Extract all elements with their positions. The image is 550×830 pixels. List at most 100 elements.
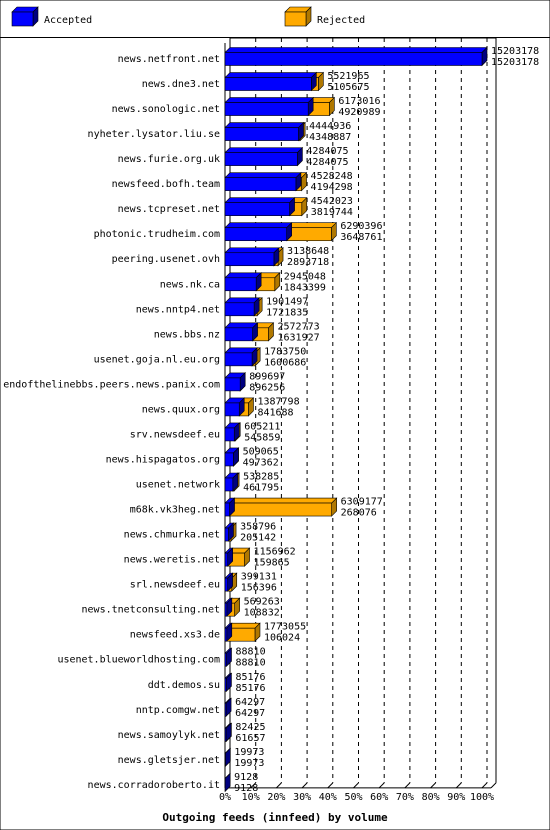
- row-label: news.hispagatos.org: [106, 454, 220, 465]
- bar-row: [224, 272, 281, 292]
- value-accepted: 108832: [244, 608, 280, 619]
- bar-row: [224, 472, 240, 492]
- value-accepted: 88810: [236, 658, 266, 669]
- bar-accepted-top: [224, 197, 296, 203]
- x-axis-title: Outgoing feeds (innfeed) by volume: [162, 811, 388, 824]
- value-accepted: 64297: [235, 708, 265, 719]
- bar-rejected-face: [229, 502, 332, 517]
- legend-label-accepted: Accepted: [44, 15, 92, 26]
- row-label: news.bbs.nz: [154, 329, 220, 340]
- value-total: 4444936: [309, 121, 351, 132]
- bar-rejected-face: [286, 227, 332, 242]
- value-total: 6173016: [338, 96, 380, 107]
- bar-accepted-face: [224, 477, 234, 492]
- row-labels: news.netfront.net news.dne3.net news.sonol…: [3, 54, 220, 791]
- tick-depth-30: [301, 782, 308, 789]
- bar-accepted-top: [224, 297, 260, 304]
- value-accepted: 1600686: [264, 357, 306, 368]
- x-tick-label-100: 100%: [470, 792, 494, 803]
- value-accepted: 1631927: [277, 332, 319, 343]
- value-total: 88810: [236, 647, 266, 658]
- bar-accepted-top: [224, 47, 488, 53]
- bar-row: [224, 747, 232, 768]
- tick-depth-50: [353, 782, 359, 789]
- value-accepted: 545859: [244, 432, 280, 443]
- bar-row: [224, 347, 261, 367]
- bar-accepted-face: [224, 127, 299, 141]
- bar-accepted-face: [224, 627, 228, 642]
- value-total: 358796: [240, 522, 276, 533]
- legend-label-rejected: Rejected: [317, 15, 365, 26]
- bar-accepted-top: [224, 247, 280, 254]
- bar-accepted-top: [224, 322, 259, 329]
- bar-accepted-top: [224, 72, 318, 78]
- bar-row: [224, 522, 237, 542]
- bar-accepted-top: [224, 122, 305, 128]
- row-label: usenet.blueworldhosting.com: [57, 655, 220, 666]
- tick-depth-80: [430, 782, 436, 789]
- x-tick-label-80: 80%: [422, 792, 440, 803]
- value-accepted: 205142: [240, 533, 276, 544]
- row-label: news.gletsjer.net: [118, 755, 220, 766]
- bar-accepted-face: [224, 652, 227, 667]
- row-label: news.samoylyk.net: [118, 730, 220, 741]
- tick-depth-70: [404, 782, 411, 789]
- value-accepted: 1843399: [284, 282, 326, 293]
- value-total: 82425: [235, 722, 265, 733]
- value-total: 2572773: [277, 321, 319, 332]
- value-total: 6290396: [340, 221, 382, 232]
- tick-depth-100: [481, 782, 488, 789]
- value-accepted: 4194298: [311, 182, 353, 193]
- bar-accepted-top: [224, 172, 302, 178]
- bar-accepted-face: [224, 527, 229, 542]
- value-total: 605211: [244, 421, 280, 432]
- x-tick-label-30: 30%: [293, 792, 311, 803]
- bar-row: [224, 372, 246, 392]
- value-accepted: 497362: [243, 457, 279, 468]
- row-label: news.sonologic.net: [112, 104, 220, 115]
- legend-swatch-accepted-face: [11, 11, 34, 27]
- bar-accepted-face: [224, 728, 227, 742]
- bar-accepted-face: [224, 252, 275, 267]
- bar-row: [224, 146, 304, 167]
- value-accepted: 19973: [234, 758, 264, 769]
- x-tick-label-70: 70%: [396, 792, 414, 803]
- x-tick-label-40: 40%: [319, 792, 337, 803]
- bar-accepted-face: [224, 427, 235, 442]
- bar-row: [224, 622, 261, 642]
- row-label: nyheter.lysator.liu.se: [88, 129, 220, 140]
- value-total: 9128: [234, 772, 258, 783]
- bar-accepted-face: [224, 327, 253, 342]
- value-accepted: 841688: [257, 407, 293, 418]
- bar-accepted-face: [224, 352, 253, 367]
- x-tick-label-0: 0%: [219, 792, 231, 803]
- bar-row: [224, 71, 325, 92]
- bars: [224, 46, 488, 793]
- bar-row: [224, 221, 338, 242]
- value-accepted: 5105675: [327, 82, 369, 93]
- value-total: 4542023: [311, 196, 353, 207]
- bar-accepted-face: [224, 202, 290, 216]
- value-accepted: 4920989: [338, 107, 380, 118]
- row-label: news.nk.ca: [160, 279, 220, 290]
- bar-rejected-top: [228, 497, 338, 504]
- row-label: news.dne3.net: [142, 79, 220, 90]
- value-accepted: 85176: [235, 683, 265, 694]
- bar-accepted-face: [224, 677, 227, 692]
- bar-accepted-face: [224, 277, 257, 292]
- row-label: ddt.demos.su: [148, 680, 220, 691]
- value-accepted: 156396: [241, 583, 277, 594]
- bar-row: [224, 497, 338, 517]
- value-accepted: 2893718: [287, 257, 329, 268]
- row-label: news.netfront.net: [118, 54, 220, 65]
- legend-swatch-rejected-face: [284, 11, 307, 27]
- bar-accepted-face: [224, 577, 228, 592]
- value-total: 6309177: [341, 497, 383, 508]
- value-total: 5521965: [327, 71, 369, 82]
- value-total: 569263: [244, 597, 280, 608]
- tick-depth-10: [250, 782, 257, 789]
- bar-row: [224, 422, 241, 442]
- bar-accepted-face: [224, 452, 234, 467]
- value-accepted: 159865: [254, 558, 290, 569]
